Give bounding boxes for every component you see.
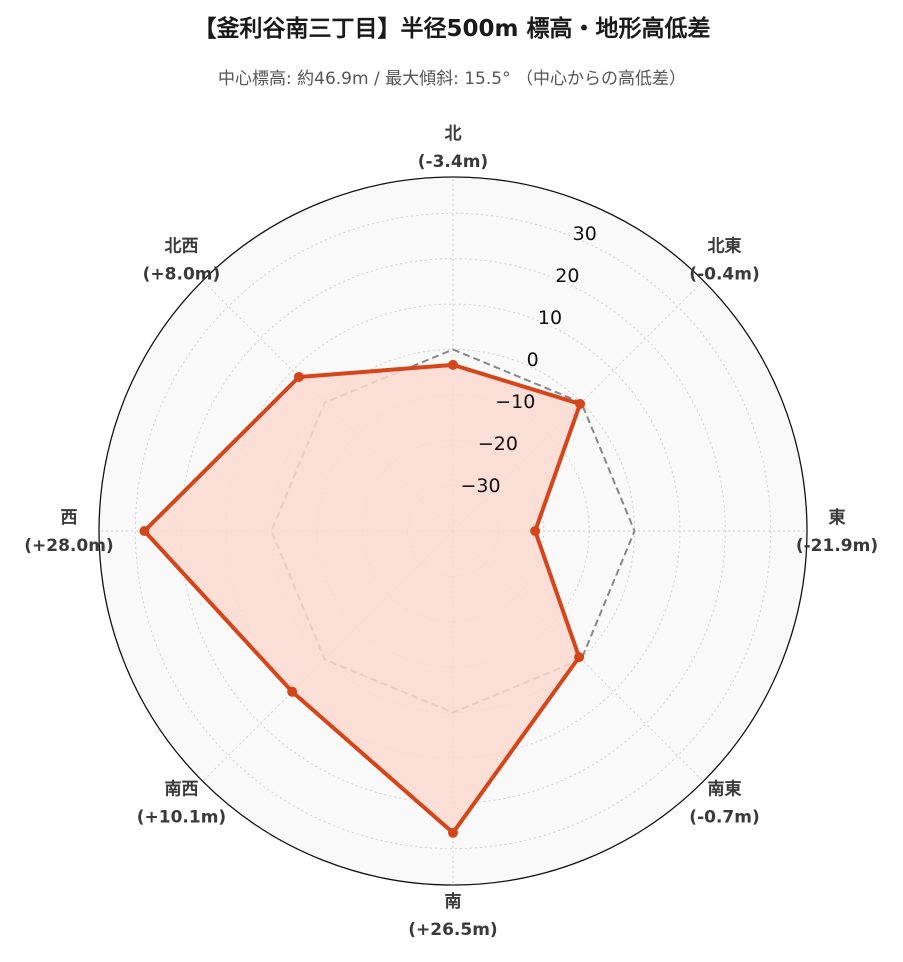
direction-value-label: (+8.0m) (143, 264, 221, 284)
direction-value-label: (+10.1m) (137, 808, 226, 828)
direction-value-label: (-0.7m) (689, 808, 759, 828)
data-point (448, 359, 458, 370)
direction-label: 南 (445, 891, 462, 912)
data-point (575, 398, 586, 409)
radial-tick-label: −10 (495, 391, 535, 413)
data-point (448, 827, 458, 838)
direction-value-label: (-3.4m) (418, 152, 488, 172)
chart-title: 【釜利谷南三丁目】半径500m 標高・地形高低差 (194, 15, 711, 42)
radial-tick-label: 0 (527, 349, 539, 371)
radial-tick-label: 10 (538, 307, 562, 329)
ring-gridline (361, 439, 545, 623)
data-point (293, 371, 304, 382)
radial-tick-label: −20 (478, 433, 518, 455)
radial-tick-label: 30 (573, 223, 597, 245)
direction-value-label: (+28.0m) (24, 536, 113, 556)
direction-label: 北西 (164, 236, 198, 256)
direction-label: 南西 (164, 779, 198, 800)
data-point (574, 652, 585, 663)
data-point (287, 686, 298, 697)
direction-value-label: (+26.5m) (408, 920, 497, 940)
direction-value-label: (-21.9m) (796, 536, 878, 556)
radial-tick-label: 20 (555, 265, 579, 287)
series-area (144, 364, 581, 833)
direction-label: 南東 (708, 779, 742, 800)
direction-label: 東 (829, 507, 846, 528)
direction-label: 北東 (708, 235, 742, 256)
data-point (139, 526, 150, 536)
ring-gridline (134, 212, 772, 850)
direction-label: 西 (61, 508, 78, 528)
direction-label: 北 (445, 124, 462, 144)
direction-value-label: (-0.4m) (689, 264, 759, 284)
chart-subtitle: 中心標高: 約46.9m / 最大傾斜: 15.5° （中心からの高低差） (218, 69, 686, 89)
radial-tick-label: −30 (460, 475, 500, 497)
polar-frame (98, 176, 808, 886)
plot-area: −30 −20 −10 0 10 20 30 北 (-3.4m) 北東 (-0.4m) 東 (-21.9… (24, 124, 878, 940)
data-point (530, 526, 541, 536)
